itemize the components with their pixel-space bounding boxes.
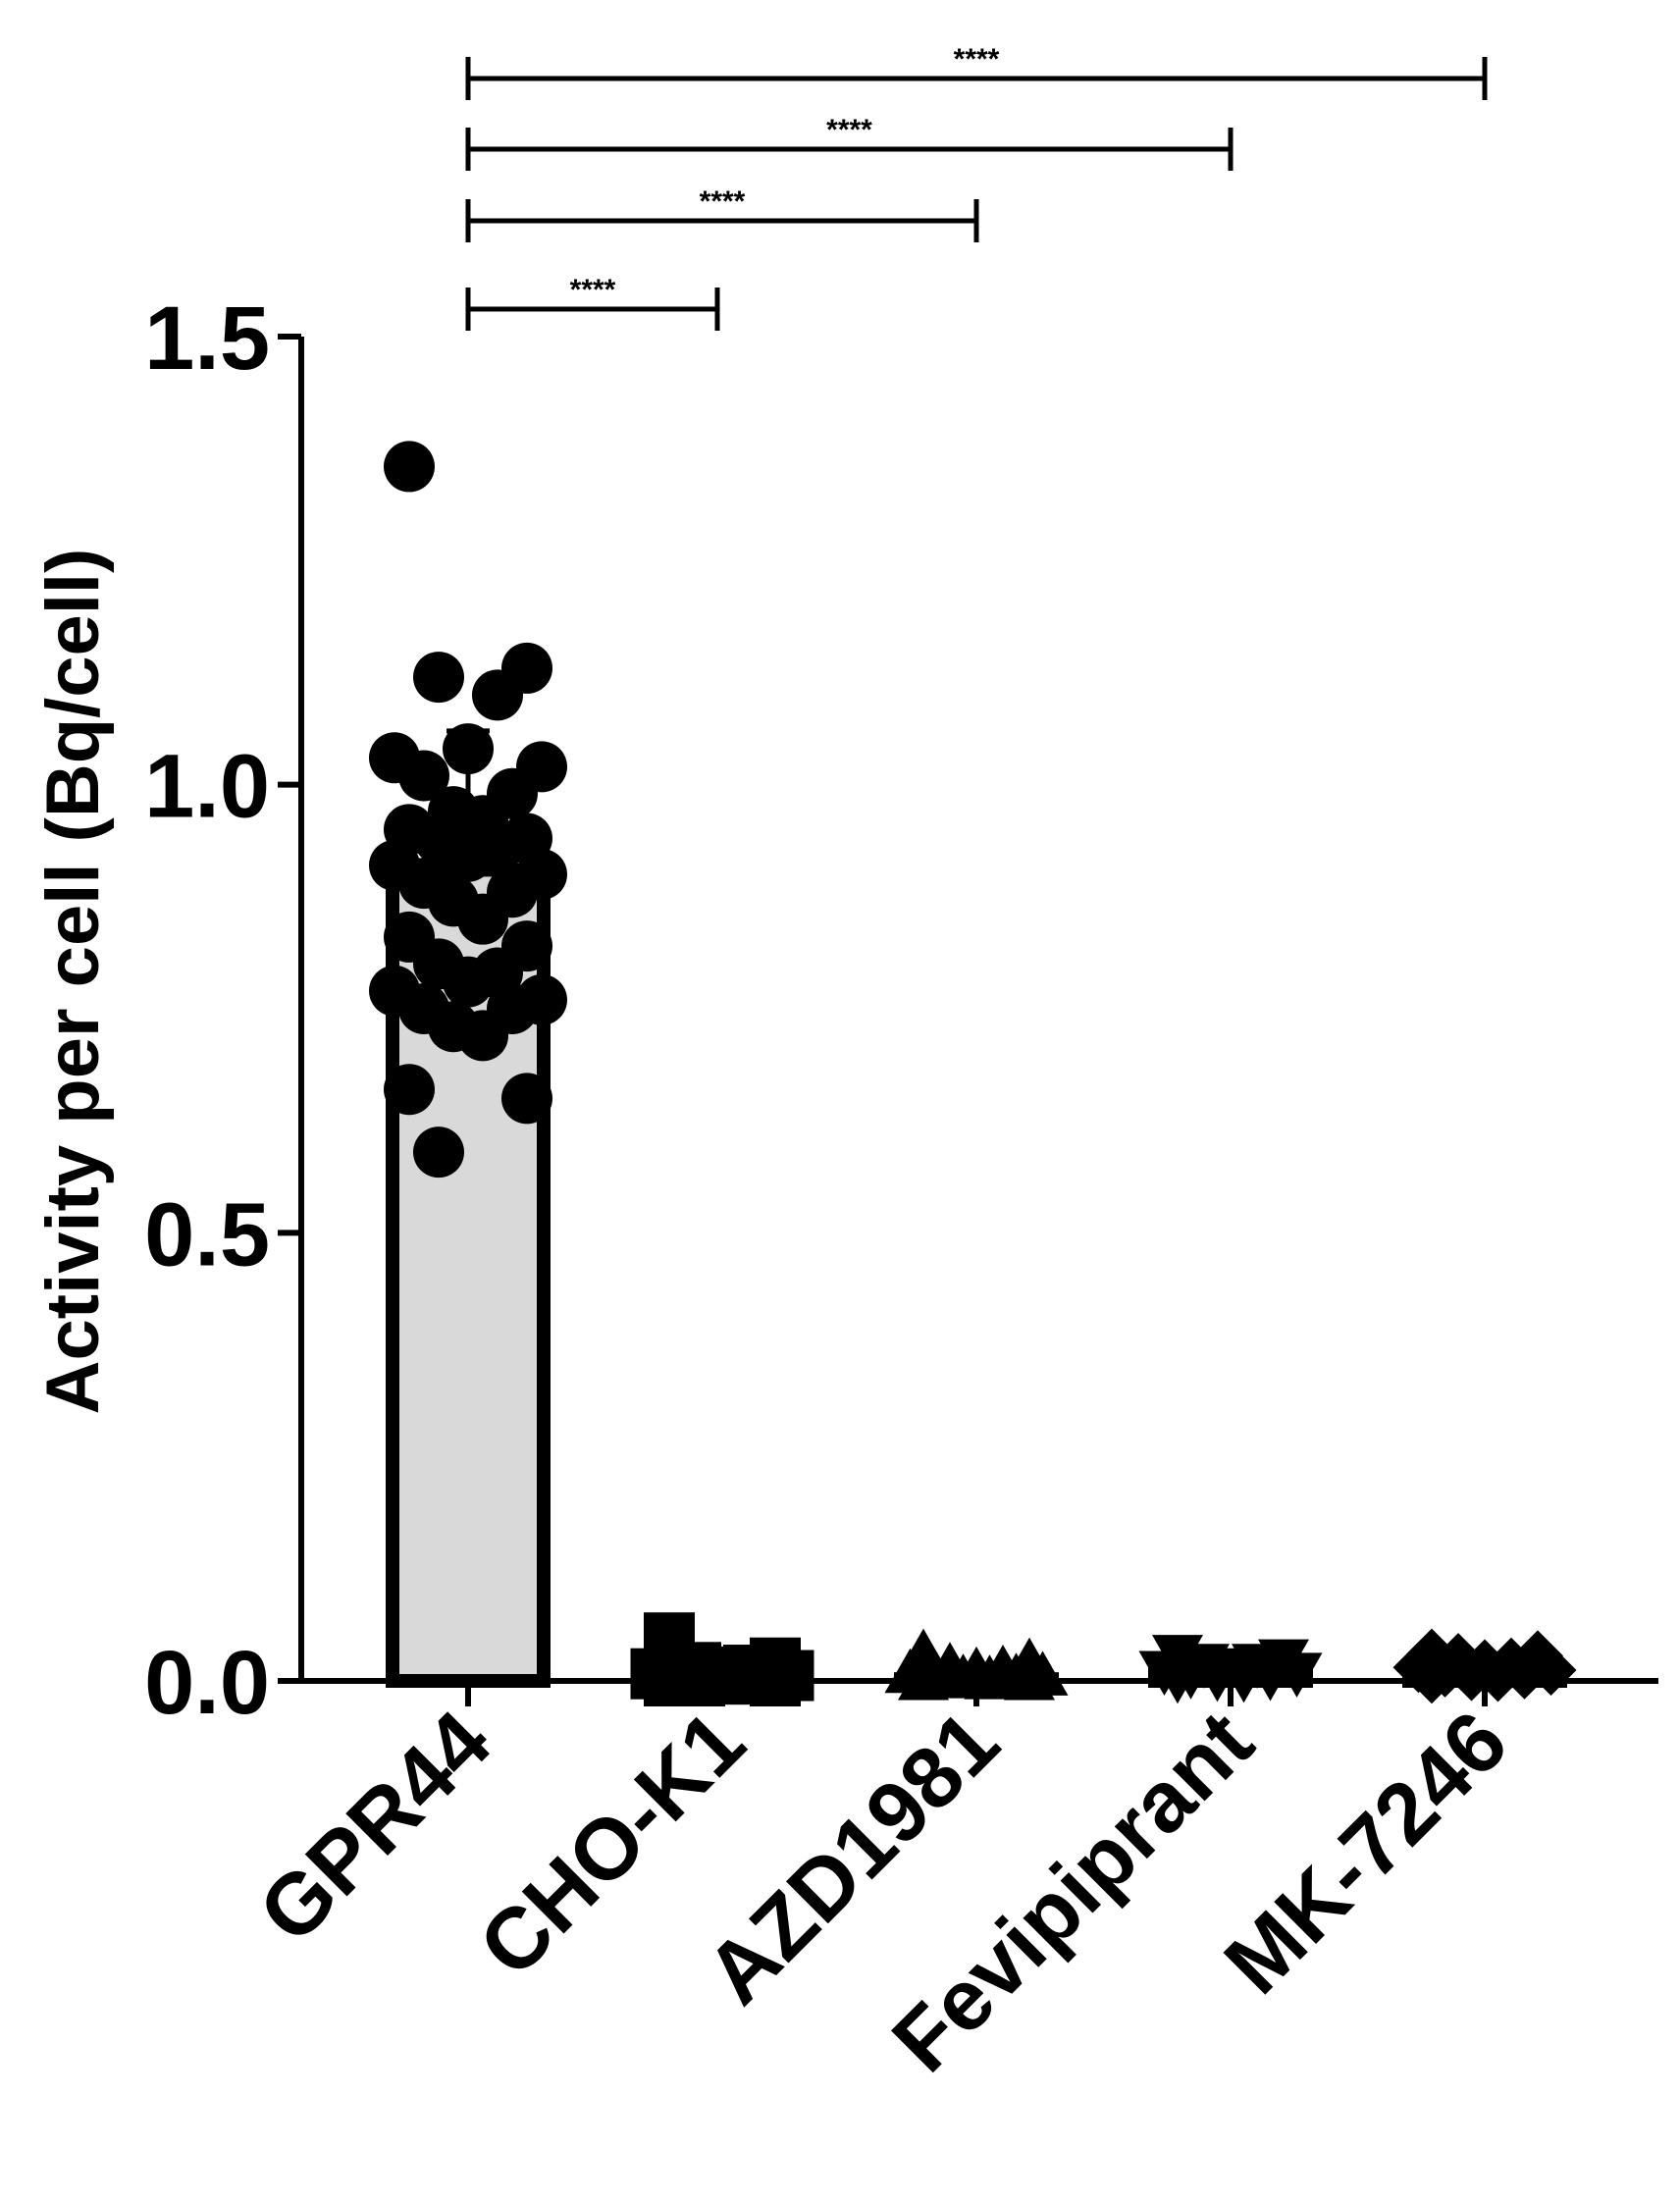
significance-brackets: **** **** **** **** xyxy=(465,43,1488,331)
point-gpr44-4 xyxy=(443,723,494,775)
significance-label: **** xyxy=(700,185,746,218)
point-gpr44-3 xyxy=(472,669,523,721)
y-tick-label: 0.5 xyxy=(144,1184,270,1284)
y-tick-label: 0.0 xyxy=(144,1633,270,1733)
significance-label: **** xyxy=(954,43,1000,76)
bars xyxy=(386,728,1567,1689)
significance-label: **** xyxy=(826,114,872,146)
point-gpr44-33 xyxy=(384,1064,435,1116)
point-gpr44-0 xyxy=(384,441,435,493)
point-gpr44-15 xyxy=(443,830,494,882)
point-gpr44-7 xyxy=(398,750,449,802)
y-tick-label: 1.0 xyxy=(144,737,270,837)
point-gpr44-34 xyxy=(501,1073,552,1125)
point-gpr44-2 xyxy=(413,652,464,704)
significance-label: **** xyxy=(570,274,616,306)
point-azd1981-11 xyxy=(898,1655,949,1701)
y-axis-title: Activity per cell (Bq/cell) xyxy=(31,549,115,1415)
point-gpr44-32 xyxy=(457,1010,508,1062)
x-tick-label: MK-7246 xyxy=(1206,1692,1526,2012)
point-gpr44-21 xyxy=(457,893,508,945)
y-tick-label: 1.5 xyxy=(144,288,270,389)
point-gpr44-35 xyxy=(413,1127,464,1179)
point-gpr44-26 xyxy=(443,956,494,1008)
axes: 0.00.51.01.5GPR44CHO-K1AZD1981Fevipipran… xyxy=(144,288,1658,2090)
point-azd1981-12 xyxy=(1004,1655,1055,1701)
